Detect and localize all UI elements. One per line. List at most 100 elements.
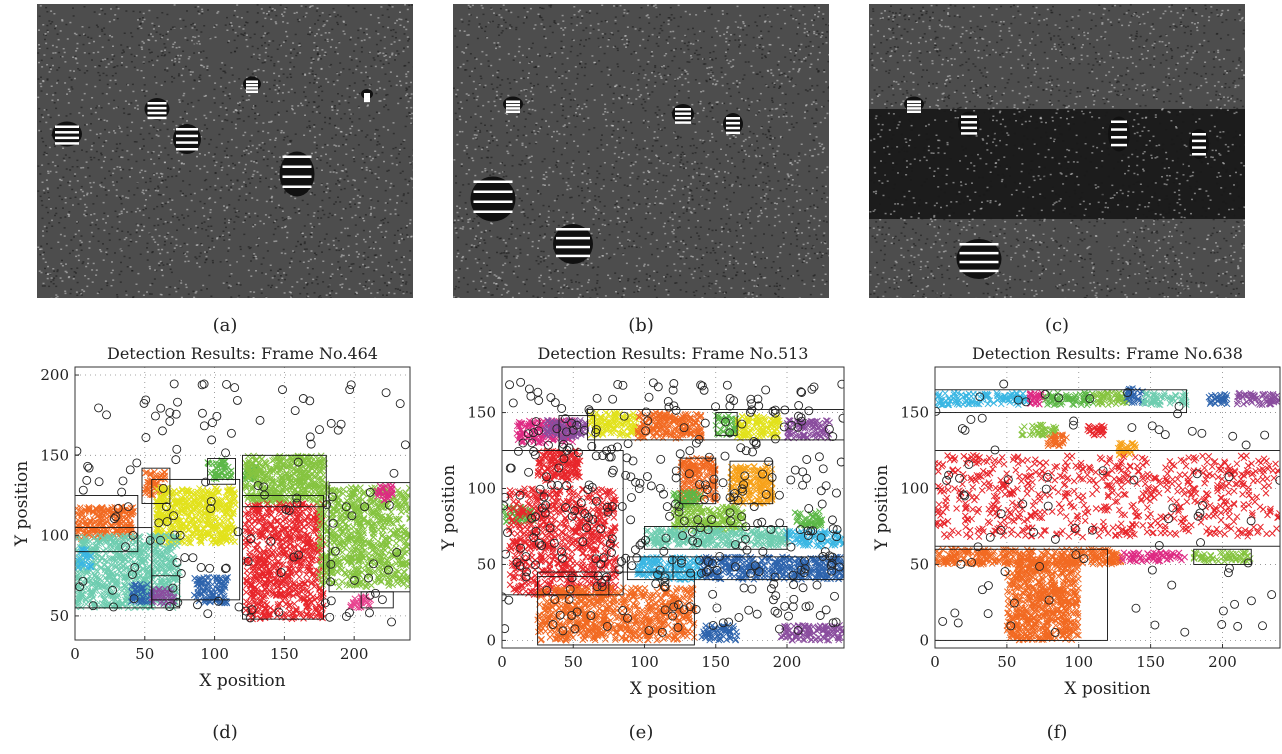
feature-point: [83, 461, 93, 471]
cluster-marker: [156, 536, 164, 544]
feature-point: [117, 487, 127, 497]
cluster-marker: [113, 603, 121, 610]
cluster-marker: [206, 593, 213, 601]
cluster-marker: [264, 541, 272, 548]
vehicle-blob: [144, 98, 170, 120]
cluster-marker: [202, 490, 209, 498]
cluster-marker: [268, 497, 276, 505]
cluster-marker: [185, 534, 193, 542]
cluster-marker: [143, 569, 151, 577]
cluster-marker: [89, 544, 97, 552]
y-tick-label: 200: [40, 366, 69, 384]
cluster-marker: [108, 506, 115, 514]
cluster-marker: [204, 581, 212, 588]
cluster-marker: [144, 564, 151, 571]
cluster-marker: [222, 574, 230, 582]
cluster-marker: [319, 461, 327, 469]
cluster-marker: [193, 510, 200, 517]
cluster-marker: [263, 462, 271, 469]
cluster-amber: [727, 462, 776, 507]
vehicle-blob: [52, 121, 82, 147]
feature-point: [165, 416, 175, 426]
cluster-marker: [368, 582, 375, 589]
feature-point: [102, 410, 111, 420]
cluster-marker: [98, 583, 106, 590]
feature-point: [371, 588, 380, 598]
cluster-marker: [149, 586, 157, 593]
cluster-marker: [196, 485, 203, 492]
cluster-marker: [86, 572, 94, 580]
x-tick-label: 100: [200, 645, 229, 663]
cluster-marker: [219, 518, 227, 526]
cluster-marker: [77, 603, 85, 611]
cluster-marker: [183, 524, 190, 532]
cluster-marker: [248, 469, 256, 477]
cluster-marker: [285, 488, 293, 496]
cluster-marker: [123, 574, 131, 582]
cluster-marker: [290, 478, 297, 486]
feature-point: [196, 562, 206, 572]
caption-a: (a): [212, 315, 238, 336]
cluster-marker: [122, 534, 130, 541]
cluster-marker: [177, 507, 185, 515]
cluster-marker: [193, 531, 201, 538]
cluster-marker: [405, 484, 410, 492]
cluster-marker: [163, 544, 171, 552]
feature-point: [227, 428, 236, 438]
cluster-marker: [132, 581, 139, 589]
cluster-marker: [166, 585, 174, 593]
cluster-marker: [298, 469, 306, 477]
cluster-marker: [175, 498, 182, 506]
cluster-marker: [291, 600, 298, 608]
cluster-marker: [149, 565, 156, 573]
feature-point: [345, 385, 355, 395]
cluster-marker: [309, 496, 316, 503]
cluster-marker: [187, 516, 195, 524]
feature-point: [365, 608, 374, 618]
vehicle-blob: [173, 124, 201, 154]
cluster-marker: [145, 545, 153, 553]
cluster-marker: [263, 484, 270, 492]
cluster-marker: [316, 467, 324, 475]
cluster-marker: [229, 486, 237, 494]
cluster-marker: [209, 510, 217, 518]
cluster-marker: [387, 508, 395, 516]
cluster-marker: [190, 533, 198, 540]
cluster-marker: [157, 495, 165, 503]
cluster-marker: [184, 489, 191, 497]
feature-point: [188, 553, 198, 563]
cluster-marker: [250, 452, 258, 460]
cluster-marker: [275, 454, 283, 462]
cluster-marker: [96, 532, 104, 540]
vehicle-blob: [470, 176, 516, 222]
cluster-marker: [107, 592, 115, 599]
vehicle-blob: [723, 113, 743, 135]
cluster-marker: [103, 514, 110, 522]
vehicle-blob: [503, 96, 523, 113]
cluster-marker: [270, 607, 278, 614]
cluster-marker: [132, 567, 140, 574]
cluster-marker: [257, 468, 264, 476]
cluster-marker: [214, 576, 221, 584]
cluster-marker: [145, 574, 152, 582]
cluster-marker: [167, 536, 175, 543]
cluster-marker: [137, 573, 145, 580]
cluster-marker: [326, 539, 334, 546]
cluster-orange: [634, 409, 705, 442]
cluster-marker: [243, 491, 251, 499]
cluster-marker: [101, 594, 109, 602]
cluster-marker: [185, 496, 193, 503]
feature-point: [75, 446, 82, 456]
cluster-marker: [113, 579, 121, 587]
cluster-marker: [263, 471, 271, 478]
cluster-marker: [191, 574, 199, 582]
feature-point: [207, 435, 217, 445]
cluster-marker: [290, 470, 298, 478]
cluster-marker: [205, 516, 213, 523]
cluster-marker: [244, 452, 252, 460]
cluster-marker: [168, 547, 175, 555]
cluster-marker: [93, 573, 100, 581]
cluster-marker: [86, 518, 94, 526]
feature-point: [233, 527, 243, 537]
